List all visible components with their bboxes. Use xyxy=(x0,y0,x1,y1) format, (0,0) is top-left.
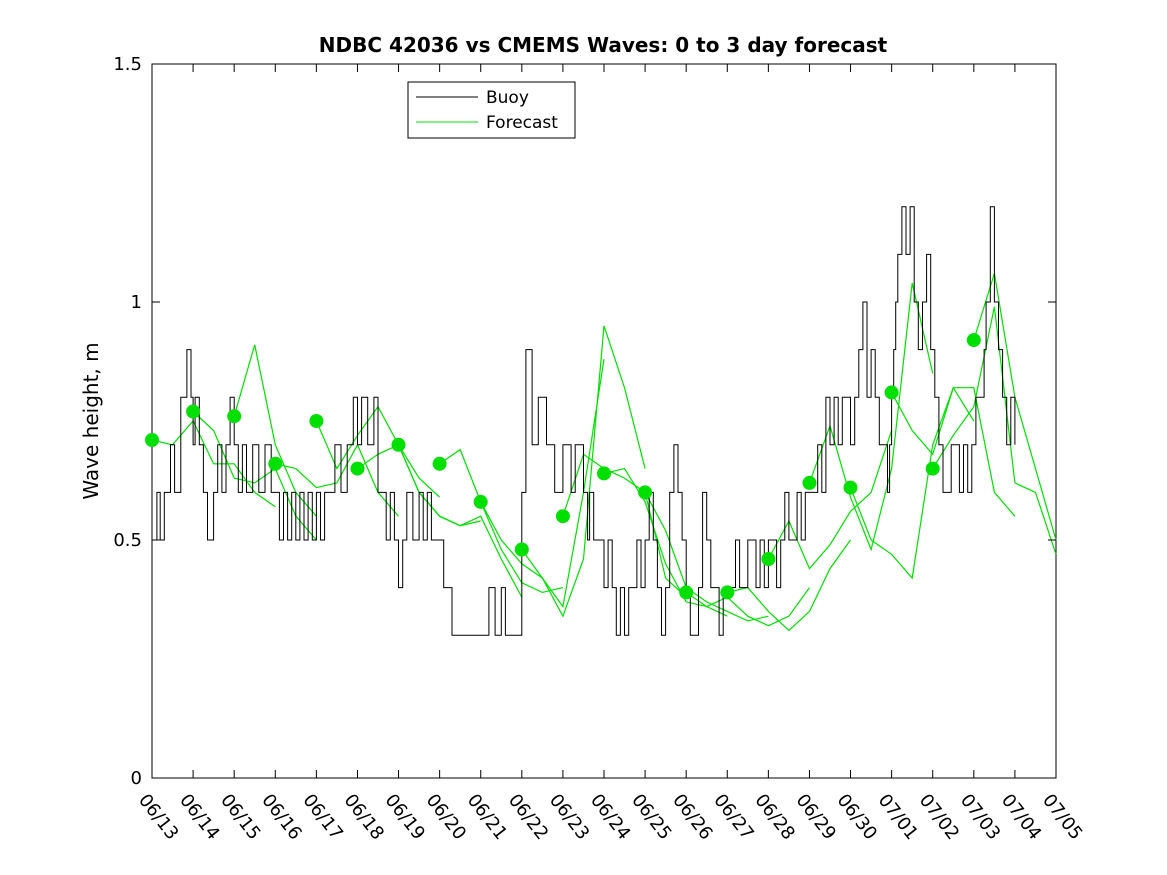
x-tick-label: 06/21 xyxy=(463,790,511,844)
forecast-start-marker xyxy=(145,433,159,447)
x-tick-label: 07/03 xyxy=(956,790,1004,844)
marker-layer xyxy=(145,333,981,600)
forecast-line-2 xyxy=(233,344,317,517)
forecast-start-marker xyxy=(843,480,858,495)
y-tick-label: 0 xyxy=(131,768,142,789)
forecast-line-19 xyxy=(932,306,1057,555)
forecast-start-marker xyxy=(227,409,242,424)
legend-box xyxy=(407,81,576,139)
y-tick-label: 1.5 xyxy=(113,54,142,75)
y-tick-label: 0.5 xyxy=(113,530,142,551)
forecast-line-7 xyxy=(439,448,564,594)
x-tick-label: 06/16 xyxy=(257,790,305,844)
x-tick-label: 06/26 xyxy=(668,790,716,844)
legend: Buoy Forecast xyxy=(407,81,576,139)
forecast-start-marker xyxy=(966,333,981,348)
x-tick-label: 06/20 xyxy=(422,790,470,844)
forecast-start-marker xyxy=(925,461,940,476)
x-tick-label: 06/28 xyxy=(750,790,798,844)
x-tick-label: 06/25 xyxy=(627,790,675,844)
x-tick-label: 07/04 xyxy=(997,790,1045,844)
x-tick-label: 07/01 xyxy=(874,790,922,844)
x-tick-label: 06/17 xyxy=(298,790,346,844)
forecast-start-marker xyxy=(638,485,653,500)
x-tick-label: 06/23 xyxy=(545,790,593,844)
forecast-line-9 xyxy=(521,325,646,618)
y-axis-label: Wave height, m xyxy=(79,342,103,499)
forecast-start-marker xyxy=(432,456,447,471)
forecast-start-marker xyxy=(679,585,694,600)
forecast-start-marker xyxy=(268,456,283,471)
x-tick-label: 06/24 xyxy=(586,790,634,844)
forecast-start-marker xyxy=(761,552,776,566)
forecast-start-marker xyxy=(186,404,201,419)
legend-label-buoy: Buoy xyxy=(486,88,529,108)
x-tick-label: 06/29 xyxy=(792,790,840,844)
forecast-line-12 xyxy=(644,492,769,622)
x-tick-label: 06/22 xyxy=(504,790,552,844)
forecast-start-marker xyxy=(597,466,611,481)
plot-frame xyxy=(151,63,1057,779)
x-tick-label: 06/19 xyxy=(381,790,429,844)
x-tick-label: 06/13 xyxy=(134,790,182,844)
x-tick-label: 07/02 xyxy=(915,790,963,844)
forecast-start-marker xyxy=(473,494,488,509)
plot-area xyxy=(151,63,1057,779)
x-tick-label: 06/18 xyxy=(340,790,388,844)
forecast-line-13 xyxy=(685,587,810,627)
forecast-start-marker xyxy=(720,585,735,600)
x-tick-label: 06/30 xyxy=(833,790,881,844)
chart-title: NDBC 42036 vs CMEMS Waves: 0 to 3 day fo… xyxy=(319,33,888,57)
forecast-start-marker xyxy=(555,509,570,524)
legend-label-forecast: Forecast xyxy=(486,113,558,133)
forecast-start-marker xyxy=(350,461,365,476)
forecast-start-marker xyxy=(514,542,529,557)
x-tick-label: 06/15 xyxy=(216,790,264,844)
x-tick-label: 07/05 xyxy=(1038,790,1086,844)
forecast-line-18 xyxy=(891,387,1016,517)
forecast-start-marker xyxy=(884,385,899,400)
forecast-start-marker xyxy=(802,475,817,490)
x-tick-label: 06/27 xyxy=(709,790,757,844)
x-tick-label: 06/14 xyxy=(175,790,223,844)
forecast-start-marker xyxy=(309,414,324,428)
forecast-start-marker xyxy=(391,437,406,452)
y-tick-label: 1 xyxy=(131,292,142,313)
